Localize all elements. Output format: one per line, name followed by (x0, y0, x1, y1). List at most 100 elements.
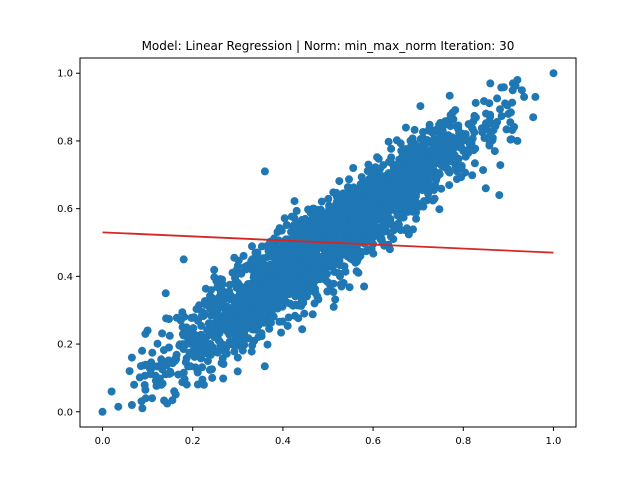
scatter-point (324, 250, 332, 259)
scatter-point (208, 373, 217, 382)
scatter-point (157, 355, 166, 364)
scatter-point (435, 120, 444, 129)
x-tick-label: 0.8 (455, 436, 471, 447)
scatter-point (285, 287, 294, 296)
scatter-point (170, 387, 179, 396)
scatter-point (290, 197, 299, 206)
scatter-point (198, 308, 207, 316)
scatter-point (208, 365, 216, 374)
scatter-point (203, 357, 212, 365)
scatter-point (130, 380, 139, 389)
scatter-point (305, 258, 314, 267)
scatter-point (490, 147, 499, 156)
scatter-point (328, 205, 337, 214)
scatter-point (301, 241, 310, 250)
scatter-point (267, 318, 275, 327)
scatter-point (279, 281, 288, 290)
scatter-point (300, 309, 309, 318)
scatter-point (292, 251, 300, 260)
axes-frame (79, 57, 577, 428)
scatter-point (238, 346, 247, 355)
scatter-point (433, 172, 442, 181)
scatter-point (355, 201, 364, 209)
scatter-point (242, 310, 251, 319)
scatter-point (381, 182, 390, 191)
scatter-point (465, 138, 474, 147)
scatter-point (197, 346, 206, 355)
scatter-point (317, 272, 326, 281)
x-tick-label: 0.6 (365, 436, 381, 447)
scatter-point (404, 230, 413, 239)
scatter-point (283, 321, 292, 330)
scatter-point (256, 271, 265, 280)
scatter-point (389, 235, 398, 244)
scatter-point (179, 255, 188, 264)
scatter-point (504, 109, 513, 118)
scatter-point (216, 341, 225, 350)
scatter-point (253, 248, 262, 257)
scatter-point (230, 347, 239, 356)
scatter-point (379, 194, 388, 203)
scatter-point (356, 180, 365, 189)
scatter-point (182, 323, 191, 332)
scatter-point (445, 181, 454, 190)
scatter-point (443, 147, 452, 156)
y-tick-label: 0.4 (57, 272, 73, 283)
scatter-point (425, 125, 434, 134)
scatter-point (335, 177, 344, 186)
scatter-point (231, 271, 240, 280)
scatter-point (261, 282, 270, 291)
scatter-point (323, 287, 332, 296)
scatter-point (208, 328, 217, 337)
scatter-point (186, 362, 195, 371)
scatter-point (291, 261, 300, 270)
scatter-point (138, 404, 147, 413)
scatter-point (360, 282, 369, 291)
scatter-point (296, 265, 305, 274)
scatter-point (302, 249, 311, 258)
scatter-point (135, 373, 144, 382)
scatter-point (510, 123, 519, 131)
scatter-point (468, 171, 477, 180)
scatter-point (207, 303, 216, 312)
scatter-point (496, 105, 504, 114)
scatter-point (252, 324, 260, 333)
scatter-point (158, 329, 167, 338)
scatter-point (315, 215, 324, 224)
scatter-point (310, 204, 318, 213)
scatter-point (513, 76, 522, 84)
scatter-point (114, 402, 123, 411)
scatter-point (231, 329, 240, 338)
scatter-point (486, 130, 495, 139)
scatter-point (127, 401, 136, 409)
scatter-point (282, 221, 291, 229)
scatter-point (213, 348, 222, 357)
scatter-point (499, 83, 508, 92)
x-tick-label: 1.0 (546, 436, 562, 447)
scatter-point (260, 167, 269, 176)
scatter-point (308, 277, 317, 286)
scatter-point (247, 347, 256, 356)
scatter-point (329, 288, 338, 296)
scatter-point (291, 292, 300, 300)
scatter-point (164, 356, 173, 365)
scatter-point (285, 276, 294, 285)
scatter-point (268, 304, 277, 313)
x-tick-label: 0.2 (185, 436, 201, 447)
scatter-point (396, 173, 405, 182)
scatter-point (360, 210, 369, 219)
scatter-point (497, 112, 506, 121)
scatter-point (374, 224, 383, 233)
scatter-point (207, 286, 215, 295)
scatter-point (257, 329, 266, 338)
scatter-point (349, 164, 358, 172)
x-tick-label: 0.0 (95, 436, 111, 447)
scatter-point (219, 374, 228, 383)
scatter-point (329, 302, 338, 311)
scatter-point (455, 129, 464, 138)
scatter-point (248, 292, 257, 300)
scatter-point (322, 257, 331, 266)
scatter-point (218, 287, 227, 296)
scatter-point (437, 161, 446, 170)
scatter-point (311, 253, 320, 262)
